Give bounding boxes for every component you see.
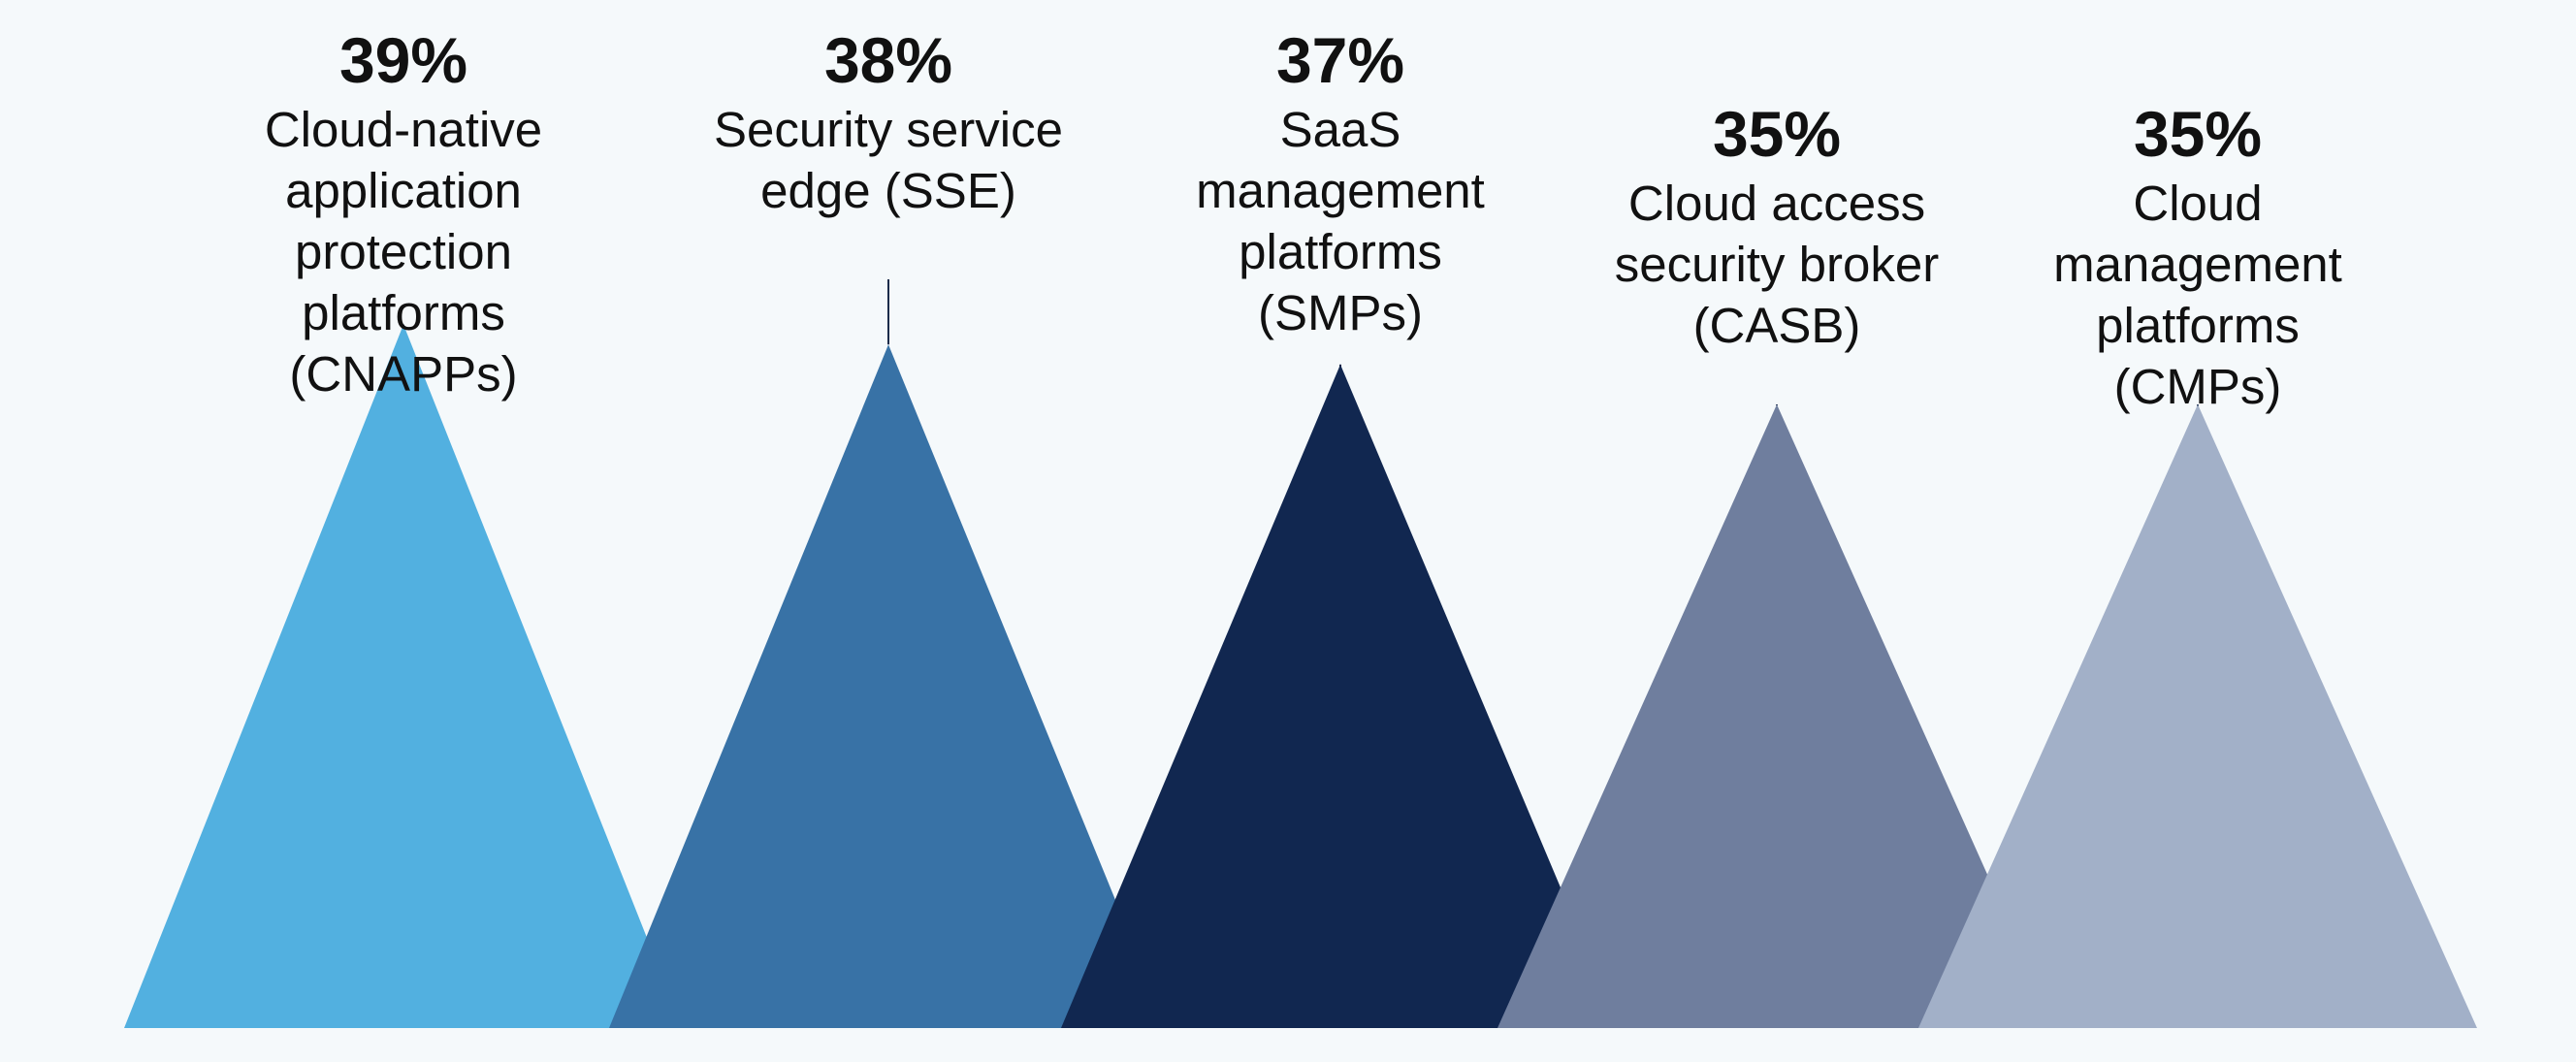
triangle-casb bbox=[1497, 404, 2056, 1028]
value-label: 35% bbox=[1712, 98, 1842, 170]
category-label: SaaS management platforms (SMPs) bbox=[1196, 102, 1485, 340]
label-group-sse: 38% Security service edge (SSE) bbox=[675, 21, 1102, 221]
triangle-cnapps bbox=[124, 324, 683, 1029]
label-group-cnapps: 39% Cloud-native application protection … bbox=[200, 21, 607, 404]
category-label: Cloud-native application protection plat… bbox=[264, 102, 543, 402]
value-label: 39% bbox=[338, 24, 468, 96]
label-group-smps: 37% SaaS management platforms (SMPs) bbox=[1156, 21, 1525, 343]
triangle-cmps bbox=[1918, 404, 2477, 1028]
triangle-sse bbox=[609, 344, 1168, 1028]
value-label: 38% bbox=[823, 24, 953, 96]
value-label: 35% bbox=[2133, 98, 2263, 170]
category-label: Cloud access security broker (CASB) bbox=[1614, 176, 1940, 353]
value-label: 37% bbox=[1275, 24, 1405, 96]
triangle-smps bbox=[1061, 364, 1620, 1028]
label-group-casb: 35% Cloud access security broker (CASB) bbox=[1563, 95, 1990, 356]
category-label: Security service edge (SSE) bbox=[714, 102, 1063, 218]
category-label: Cloud management platforms (CMPs) bbox=[2053, 176, 2342, 414]
label-group-cmps: 35% Cloud management platforms (CMPs) bbox=[2013, 95, 2382, 417]
